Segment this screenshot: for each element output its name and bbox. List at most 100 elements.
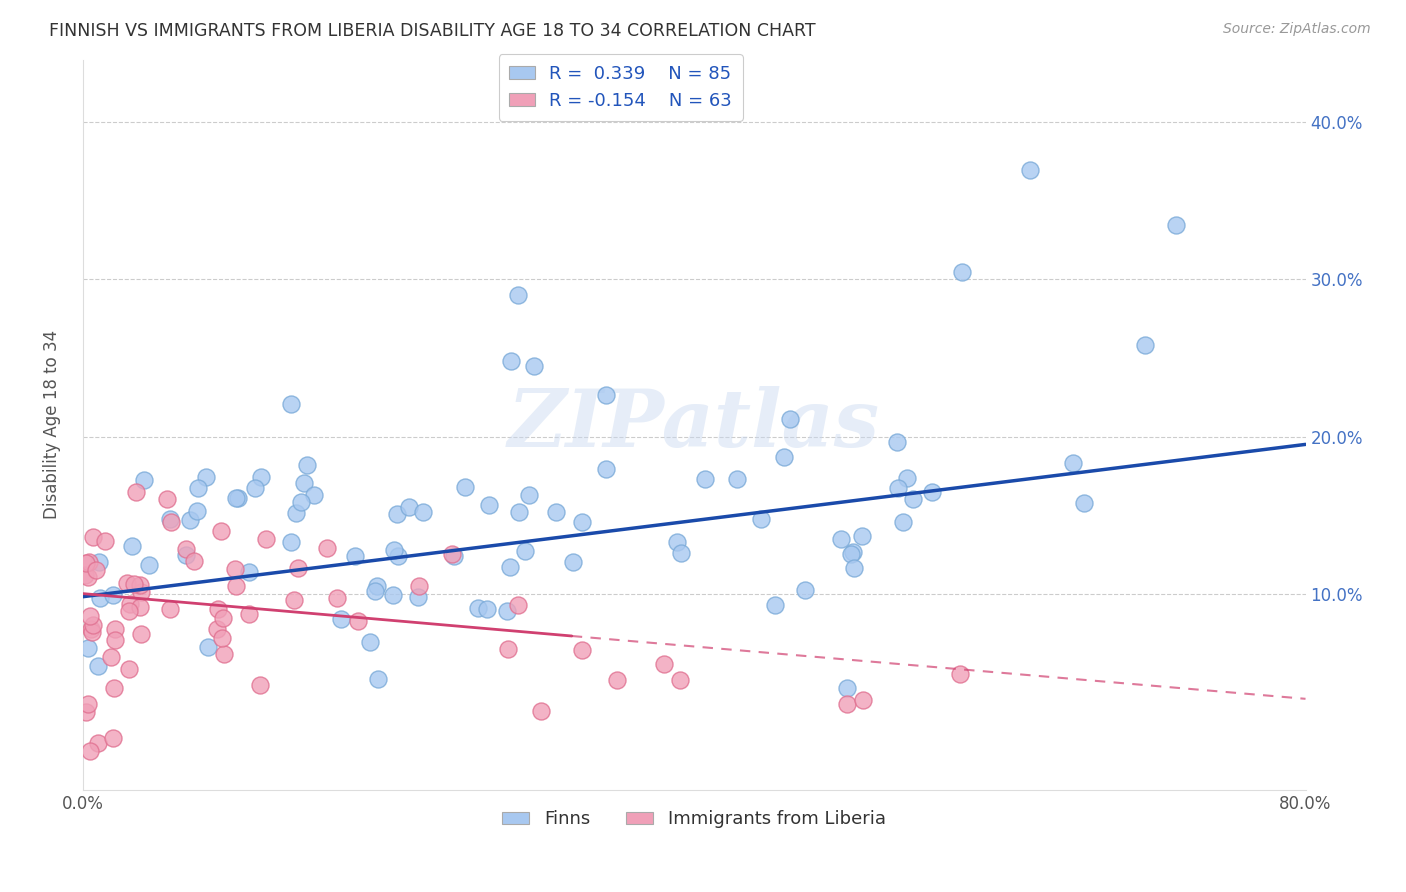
Point bbox=[499, 354, 522, 368]
Point bbox=[1019, 162, 1042, 177]
Point bbox=[561, 556, 583, 570]
Point bbox=[443, 549, 465, 563]
Point bbox=[496, 604, 519, 618]
Point bbox=[595, 388, 617, 402]
Point bbox=[903, 491, 925, 506]
Text: ZIPatlas: ZIPatlas bbox=[508, 386, 880, 464]
Point bbox=[89, 591, 111, 605]
Point bbox=[118, 604, 141, 618]
Point bbox=[156, 492, 179, 507]
Point bbox=[886, 435, 908, 450]
Y-axis label: Disability Age 18 to 34: Disability Age 18 to 34 bbox=[44, 330, 60, 519]
Point bbox=[475, 602, 498, 616]
Point bbox=[197, 640, 219, 654]
Point bbox=[506, 598, 529, 612]
Text: Source: ZipAtlas.com: Source: ZipAtlas.com bbox=[1223, 22, 1371, 37]
Point bbox=[344, 549, 367, 563]
Point bbox=[125, 484, 148, 499]
Point bbox=[129, 627, 152, 641]
Point bbox=[120, 597, 142, 611]
Point bbox=[842, 560, 865, 574]
Point bbox=[467, 601, 489, 615]
Point bbox=[478, 498, 501, 512]
Point bbox=[179, 513, 201, 527]
Point bbox=[1133, 338, 1156, 352]
Point bbox=[595, 462, 617, 476]
Point bbox=[134, 473, 156, 487]
Point bbox=[294, 475, 316, 490]
Point bbox=[382, 542, 405, 557]
Point bbox=[412, 505, 434, 519]
Point bbox=[921, 484, 943, 499]
Point bbox=[779, 412, 801, 426]
Point bbox=[254, 532, 277, 546]
Point bbox=[1164, 218, 1187, 232]
Point bbox=[1073, 496, 1095, 510]
Point bbox=[346, 614, 368, 628]
Point bbox=[129, 578, 152, 592]
Point bbox=[101, 589, 124, 603]
Point bbox=[243, 481, 266, 495]
Point bbox=[183, 554, 205, 568]
Point bbox=[949, 666, 972, 681]
Point bbox=[830, 532, 852, 546]
Point bbox=[315, 541, 337, 555]
Point bbox=[75, 706, 97, 720]
Point bbox=[695, 472, 717, 486]
Point bbox=[103, 681, 125, 696]
Point bbox=[93, 533, 115, 548]
Point bbox=[87, 736, 110, 750]
Point bbox=[571, 642, 593, 657]
Point bbox=[211, 631, 233, 645]
Point bbox=[87, 658, 110, 673]
Point bbox=[131, 585, 153, 599]
Point bbox=[513, 544, 536, 558]
Point bbox=[896, 471, 918, 485]
Point bbox=[205, 622, 228, 636]
Point bbox=[122, 576, 145, 591]
Point bbox=[79, 744, 101, 758]
Point bbox=[530, 705, 553, 719]
Point bbox=[225, 579, 247, 593]
Point bbox=[749, 512, 772, 526]
Point bbox=[79, 608, 101, 623]
Point bbox=[544, 505, 567, 519]
Point bbox=[103, 731, 125, 745]
Point bbox=[367, 672, 389, 686]
Point bbox=[77, 697, 100, 711]
Point bbox=[84, 563, 107, 577]
Point bbox=[121, 539, 143, 553]
Point bbox=[285, 506, 308, 520]
Point bbox=[668, 673, 690, 687]
Point bbox=[725, 472, 748, 486]
Point bbox=[290, 495, 312, 509]
Point bbox=[325, 591, 347, 605]
Point bbox=[440, 547, 463, 561]
Point bbox=[359, 635, 381, 649]
Point bbox=[773, 450, 796, 465]
Point bbox=[671, 546, 693, 560]
Point bbox=[666, 535, 689, 549]
Point bbox=[887, 481, 910, 495]
Point bbox=[117, 576, 139, 591]
Point bbox=[408, 579, 430, 593]
Point bbox=[77, 640, 100, 655]
Point bbox=[398, 500, 420, 514]
Point bbox=[77, 555, 100, 569]
Point bbox=[1062, 456, 1084, 470]
Point bbox=[212, 610, 235, 624]
Point bbox=[225, 491, 247, 505]
Point bbox=[496, 642, 519, 657]
Point bbox=[82, 530, 104, 544]
Point bbox=[280, 397, 302, 411]
Point bbox=[794, 582, 817, 597]
Point bbox=[186, 504, 208, 518]
Point bbox=[385, 508, 408, 522]
Point bbox=[839, 547, 862, 561]
Text: FINNISH VS IMMIGRANTS FROM LIBERIA DISABILITY AGE 18 TO 34 CORRELATION CHART: FINNISH VS IMMIGRANTS FROM LIBERIA DISAB… bbox=[49, 22, 815, 40]
Point bbox=[75, 568, 97, 582]
Point bbox=[211, 524, 233, 539]
Point bbox=[330, 612, 353, 626]
Point bbox=[75, 556, 97, 570]
Point bbox=[82, 618, 104, 632]
